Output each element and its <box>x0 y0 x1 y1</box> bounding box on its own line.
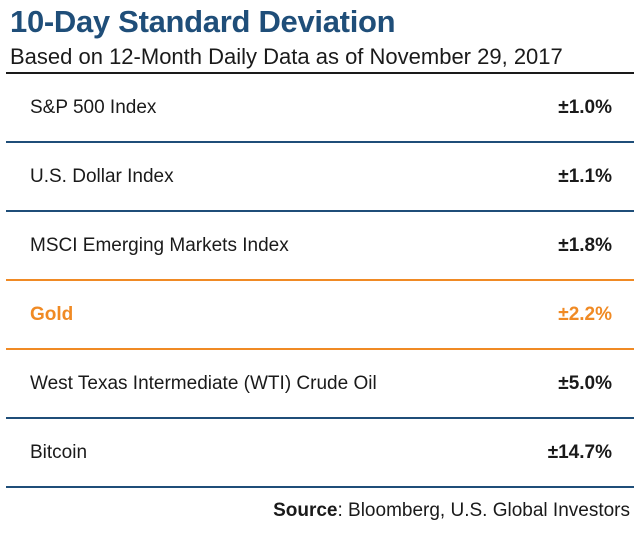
source-label: Source <box>273 500 338 521</box>
row-value: ±1.1% <box>558 165 612 187</box>
row-label: S&P 500 Index <box>30 96 157 118</box>
row-label: Gold <box>30 303 74 325</box>
row-value: ±14.7% <box>547 441 612 463</box>
row-label: Bitcoin <box>30 441 88 463</box>
row-value: ±1.8% <box>558 234 612 256</box>
row-value: ±1.0% <box>558 96 612 118</box>
chart-title: 10-Day Standard Deviation <box>10 4 396 39</box>
deviation-table: S&P 500 Index ±1.0% U.S. Dollar Index ±1… <box>6 74 634 488</box>
top-rule <box>6 72 634 74</box>
table-row-msci-em: MSCI Emerging Markets Index ±1.8% <box>6 212 634 281</box>
table-row-wti-crude: West Texas Intermediate (WTI) Crude Oil … <box>6 350 634 419</box>
row-value: ±2.2% <box>558 303 612 325</box>
row-label: U.S. Dollar Index <box>30 165 174 187</box>
table-row-dollar-index: U.S. Dollar Index ±1.1% <box>6 143 634 212</box>
table-row-bitcoin: Bitcoin ±14.7% <box>6 419 634 488</box>
row-label: MSCI Emerging Markets Index <box>30 234 289 256</box>
source-note: Source: Bloomberg, U.S. Global Investors <box>273 500 630 522</box>
table-row-gold: Gold ±2.2% <box>6 281 634 350</box>
table-row-sp500: S&P 500 Index ±1.0% <box>6 74 634 143</box>
row-label: West Texas Intermediate (WTI) Crude Oil <box>30 372 377 394</box>
chart-subtitle: Based on 12-Month Daily Data as of Novem… <box>10 44 563 69</box>
row-value: ±5.0% <box>558 372 612 394</box>
source-text: : Bloomberg, U.S. Global Investors <box>337 500 630 521</box>
